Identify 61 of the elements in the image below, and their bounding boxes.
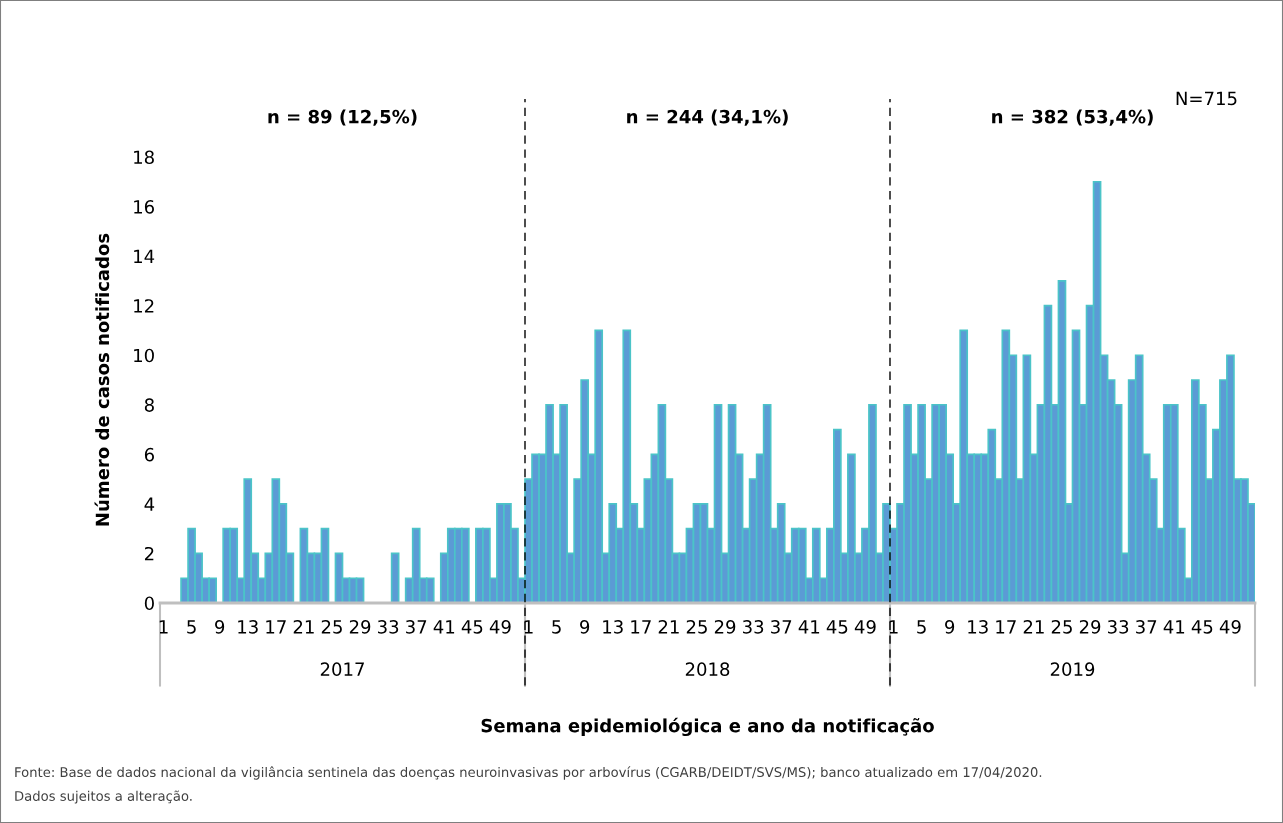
x-tick-label: 17 xyxy=(266,620,286,634)
y-tick-label: 0 xyxy=(144,596,154,611)
source-note: Fonte: Base de dados nacional da vigilância sentinela das doenças neuroinvasivas por arbovírus (CGARB/DEIDT/SVS/MS); banco atualizado em 17/04/2020. xyxy=(15,766,1042,780)
x-tick-label: 5 xyxy=(552,620,561,634)
x-tick-label: 9 xyxy=(945,619,955,634)
text: n = 89 (12,5%) xyxy=(268,109,417,126)
x-tick-label: 29 xyxy=(714,619,736,634)
x-tick-label: 33 xyxy=(378,619,399,634)
y-tick-label: 14 xyxy=(134,249,155,263)
x-tick-label: 37 xyxy=(771,619,792,634)
x-tick-label: 41 xyxy=(798,620,820,634)
x-tick-label: 13 xyxy=(968,619,988,634)
bar xyxy=(390,552,400,603)
y-tick-label: 16 xyxy=(134,200,154,214)
x-tick-label: 21 xyxy=(658,619,679,634)
x-tick-label: 17 xyxy=(631,620,651,634)
text: n = 244 (34,1%) xyxy=(627,109,788,126)
x-tick-label: 25 xyxy=(1051,619,1072,634)
x-tick-label: 5 xyxy=(187,620,196,634)
x-tick-label: 41 xyxy=(1163,620,1185,634)
text: Dados sujeitos a alteração. xyxy=(15,790,192,804)
x-tick-label: 41 xyxy=(433,620,455,634)
x-tick-label: 37 xyxy=(406,619,427,634)
y-tick-label: 2 xyxy=(144,546,154,561)
x-tick-label: 13 xyxy=(603,619,623,634)
x-tick-label: 21 xyxy=(1023,619,1044,634)
x-tick-label: 33 xyxy=(1108,619,1129,634)
x-tick-label: 37 xyxy=(1136,619,1157,634)
y-axis-title: Número de casos notificados xyxy=(94,233,110,526)
x-tick-label: 25 xyxy=(686,619,707,634)
x-tick-label: 45 xyxy=(826,620,848,634)
x-tick-label: 1 xyxy=(159,620,168,634)
x-tick-label: 49 xyxy=(489,619,511,634)
x-tick-label: 5 xyxy=(917,620,926,634)
x-tick-label: 13 xyxy=(238,619,258,634)
text: N=715 xyxy=(1176,91,1237,106)
x-tick-label: 33 xyxy=(743,619,764,634)
y-tick-label: 6 xyxy=(144,447,154,462)
x-axis-title: Semana epidemiológica e ano da notificação xyxy=(481,717,934,737)
text: 2018 xyxy=(685,662,730,677)
text: n = 382 (53,4%) xyxy=(992,109,1153,126)
x-tick-label: 29 xyxy=(349,619,371,634)
y-tick-label: 8 xyxy=(144,398,154,412)
x-tick-label: 45 xyxy=(1191,620,1213,634)
x-tick-label: 1 xyxy=(524,620,533,634)
text: 2019 xyxy=(1050,662,1095,677)
y-tick-label: 12 xyxy=(134,299,154,313)
x-tick-label: 45 xyxy=(461,620,483,634)
x-tick-label: 9 xyxy=(580,619,590,634)
x-tick-label: 49 xyxy=(854,619,876,634)
x-tick-label: 9 xyxy=(215,619,225,634)
y-tick-label: 18 xyxy=(134,150,154,165)
x-tick-label: 17 xyxy=(996,620,1016,634)
x-tick-label: 21 xyxy=(293,619,314,634)
y-tick-label: 4 xyxy=(144,497,155,511)
x-tick-label: 29 xyxy=(1079,619,1101,634)
text: 2017 xyxy=(320,662,364,677)
y-tick-label: 10 xyxy=(134,348,154,363)
x-tick-label: 49 xyxy=(1219,619,1241,634)
x-tick-label: 25 xyxy=(321,619,342,634)
x-tick-label: 1 xyxy=(889,620,898,634)
